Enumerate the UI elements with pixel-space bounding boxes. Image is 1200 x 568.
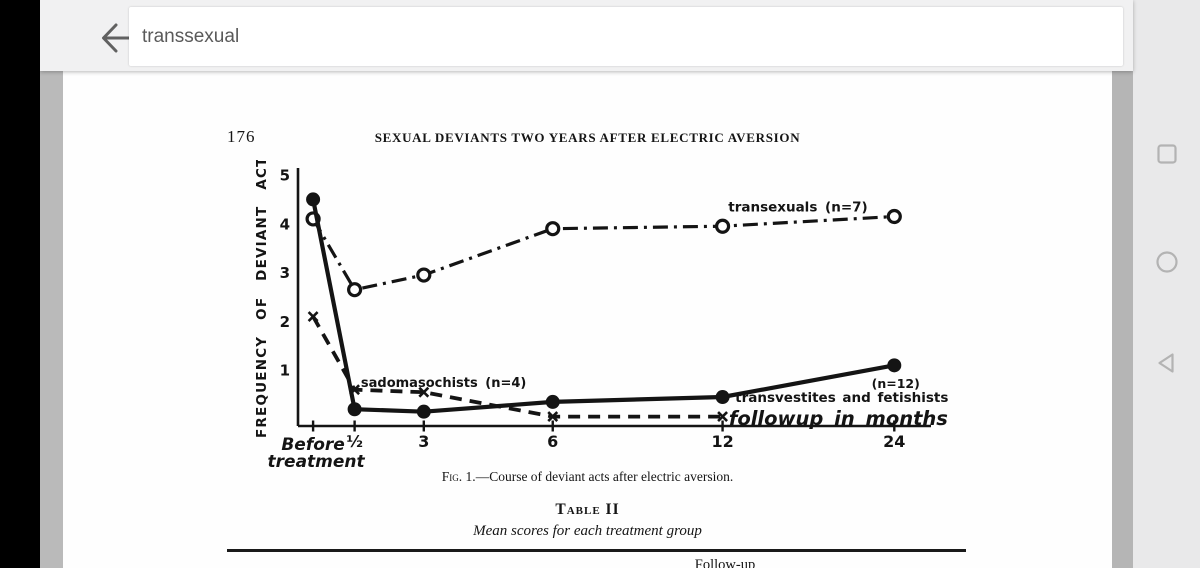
table-subtitle: Mean scores for each treatment group (473, 523, 702, 539)
marker-filled-circle-transvestites-and-fetishists (887, 358, 902, 373)
marker-open-circle-transsexuals (347, 282, 363, 298)
marker-filled-circle-transvestites-and-fetishists (545, 394, 560, 409)
x-axis-annotation: followup in months (729, 407, 948, 430)
series-label-transsexuals: transexuals (n=7) (728, 200, 867, 216)
marker-x-sadomasochists (349, 384, 361, 396)
y-tick-label: 3 (280, 264, 290, 282)
x-tick-label: 3 (418, 432, 429, 451)
page-number: 176 (227, 127, 256, 146)
marker-x-sadomasochists (547, 411, 559, 422)
marker-x-sadomasochists (717, 411, 728, 422)
x-tick-label: 6 (547, 432, 558, 451)
android-nav-rail (1133, 0, 1200, 568)
marker-filled-circle-transvestites-and-fetishists (416, 404, 431, 419)
series-line-transsexuals (311, 214, 895, 292)
series-label-transvestites-and-fetishists: (n=12) (872, 376, 920, 391)
marker-filled-circle-transvestites-and-fetishists (347, 402, 362, 417)
marker-filled-circle-transvestites-and-fetishists (306, 192, 321, 207)
search-box[interactable] (129, 7, 1123, 66)
x-tick-label: 12 (711, 432, 733, 451)
table-top-rule (227, 549, 966, 552)
left-letterbox (0, 0, 40, 568)
nav-back-button[interactable] (1133, 328, 1200, 398)
x-tick-label: ½ (346, 432, 363, 451)
marker-open-circle-transsexuals (714, 218, 731, 234)
recents-square-icon (1156, 144, 1177, 164)
page-edge-right (1112, 71, 1133, 568)
home-circle-icon (1155, 251, 1178, 273)
y-tick-label: 5 (280, 167, 290, 185)
figure-caption: Fig. 1.—Course of deviant acts after ele… (63, 469, 1112, 485)
document-viewport[interactable]: 176 SEXUAL DEVIANTS TWO YEARS AFTER ELEC… (40, 71, 1133, 568)
series-label2-transvestites-and-fetishists: transvestites and fetishists (735, 390, 948, 406)
marker-x-sadomasochists (418, 386, 430, 398)
page-edge-left (40, 71, 63, 568)
y-tick-label: 1 (280, 362, 290, 380)
scanned-page: 176 SEXUAL DEVIANTS TWO YEARS AFTER ELEC… (63, 71, 1112, 568)
x-tick-label-before-treatment: Before treatment (268, 435, 366, 470)
back-triangle-icon (1157, 353, 1174, 373)
marker-x-sadomasochists (307, 311, 319, 322)
y-axis-title: FREQUENCY OF DEVIANT ACTS (254, 160, 270, 438)
marker-open-circle-transsexuals (545, 221, 561, 237)
x-tick-label: 24 (883, 432, 905, 451)
marker-filled-circle-transvestites-and-fetishists (715, 390, 730, 405)
figure-caption-prefix: Fig. 1. (441, 469, 476, 484)
figure-caption-text: —Course of deviant acts after electric a… (475, 469, 734, 484)
marker-open-circle-transsexuals (416, 267, 432, 283)
series-line-sadomasochists (311, 315, 723, 419)
table-label: Table II (555, 501, 620, 518)
table-partial-header: Follow-up (694, 557, 756, 568)
y-tick-label: 2 (280, 313, 290, 331)
search-input[interactable] (129, 25, 1087, 48)
home-button[interactable] (1133, 227, 1200, 297)
running-title: SEXUAL DEVIANTS TWO YEARS AFTER ELECTRIC… (374, 130, 801, 145)
series-label-sadomasochists: sadomasochists (n=4) (361, 376, 526, 391)
y-tick-label: 4 (280, 215, 290, 233)
marker-open-circle-transsexuals (886, 208, 902, 225)
recents-button[interactable] (1133, 119, 1200, 189)
search-toolbar (40, 0, 1133, 71)
